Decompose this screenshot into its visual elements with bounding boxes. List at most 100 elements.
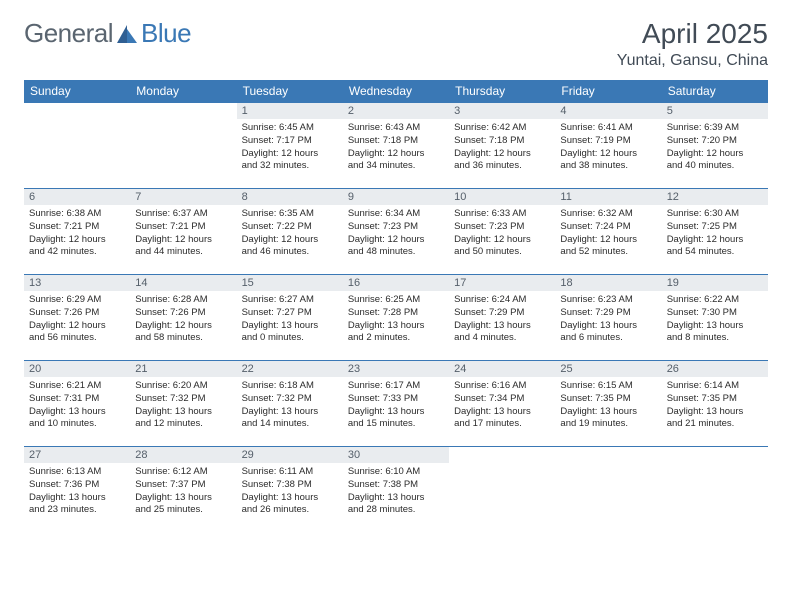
calendar-row: 20Sunrise: 6:21 AMSunset: 7:31 PMDayligh…	[24, 361, 768, 447]
calendar-cell: 6Sunrise: 6:38 AMSunset: 7:21 PMDaylight…	[24, 189, 130, 275]
calendar-cell	[555, 447, 661, 533]
day-number: 1	[237, 103, 343, 119]
day-details: Sunrise: 6:41 AMSunset: 7:19 PMDaylight:…	[555, 119, 661, 177]
calendar-row: 6Sunrise: 6:38 AMSunset: 7:21 PMDaylight…	[24, 189, 768, 275]
day-details: Sunrise: 6:45 AMSunset: 7:17 PMDaylight:…	[237, 119, 343, 177]
day-details: Sunrise: 6:32 AMSunset: 7:24 PMDaylight:…	[555, 205, 661, 263]
day-details: Sunrise: 6:23 AMSunset: 7:29 PMDaylight:…	[555, 291, 661, 349]
day-details: Sunrise: 6:43 AMSunset: 7:18 PMDaylight:…	[343, 119, 449, 177]
calendar-cell: 29Sunrise: 6:11 AMSunset: 7:38 PMDayligh…	[237, 447, 343, 533]
day-header-row: SundayMondayTuesdayWednesdayThursdayFrid…	[24, 80, 768, 103]
day-header: Saturday	[662, 80, 768, 103]
day-number: 19	[662, 275, 768, 291]
day-number: 27	[24, 447, 130, 463]
day-number: 14	[130, 275, 236, 291]
day-number: 4	[555, 103, 661, 119]
day-number: 22	[237, 361, 343, 377]
calendar-body: 1Sunrise: 6:45 AMSunset: 7:17 PMDaylight…	[24, 103, 768, 533]
day-number: 21	[130, 361, 236, 377]
calendar-cell: 19Sunrise: 6:22 AMSunset: 7:30 PMDayligh…	[662, 275, 768, 361]
logo: General Blue	[24, 18, 191, 49]
day-number: 20	[24, 361, 130, 377]
day-number: 6	[24, 189, 130, 205]
day-header: Thursday	[449, 80, 555, 103]
day-details: Sunrise: 6:22 AMSunset: 7:30 PMDaylight:…	[662, 291, 768, 349]
day-number: 26	[662, 361, 768, 377]
day-details: Sunrise: 6:25 AMSunset: 7:28 PMDaylight:…	[343, 291, 449, 349]
calendar-cell	[24, 103, 130, 189]
calendar-cell: 20Sunrise: 6:21 AMSunset: 7:31 PMDayligh…	[24, 361, 130, 447]
calendar-cell: 9Sunrise: 6:34 AMSunset: 7:23 PMDaylight…	[343, 189, 449, 275]
calendar-cell: 30Sunrise: 6:10 AMSunset: 7:38 PMDayligh…	[343, 447, 449, 533]
calendar-cell: 4Sunrise: 6:41 AMSunset: 7:19 PMDaylight…	[555, 103, 661, 189]
day-details: Sunrise: 6:37 AMSunset: 7:21 PMDaylight:…	[130, 205, 236, 263]
calendar-table: SundayMondayTuesdayWednesdayThursdayFrid…	[24, 80, 768, 533]
calendar-cell: 27Sunrise: 6:13 AMSunset: 7:36 PMDayligh…	[24, 447, 130, 533]
title-block: April 2025 Yuntai, Gansu, China	[617, 18, 768, 70]
logo-text-blue: Blue	[141, 18, 191, 49]
day-number: 5	[662, 103, 768, 119]
day-details: Sunrise: 6:30 AMSunset: 7:25 PMDaylight:…	[662, 205, 768, 263]
calendar-cell: 23Sunrise: 6:17 AMSunset: 7:33 PMDayligh…	[343, 361, 449, 447]
logo-text-general: General	[24, 18, 113, 49]
day-number: 15	[237, 275, 343, 291]
page-title: April 2025	[617, 18, 768, 50]
calendar-cell	[449, 447, 555, 533]
day-details: Sunrise: 6:16 AMSunset: 7:34 PMDaylight:…	[449, 377, 555, 435]
day-number: 7	[130, 189, 236, 205]
day-number: 11	[555, 189, 661, 205]
day-details: Sunrise: 6:39 AMSunset: 7:20 PMDaylight:…	[662, 119, 768, 177]
day-header: Tuesday	[237, 80, 343, 103]
day-number: 24	[449, 361, 555, 377]
day-number: 23	[343, 361, 449, 377]
calendar-cell	[130, 103, 236, 189]
day-details: Sunrise: 6:29 AMSunset: 7:26 PMDaylight:…	[24, 291, 130, 349]
day-number: 28	[130, 447, 236, 463]
calendar-cell: 26Sunrise: 6:14 AMSunset: 7:35 PMDayligh…	[662, 361, 768, 447]
calendar-cell: 28Sunrise: 6:12 AMSunset: 7:37 PMDayligh…	[130, 447, 236, 533]
calendar-cell: 14Sunrise: 6:28 AMSunset: 7:26 PMDayligh…	[130, 275, 236, 361]
day-details: Sunrise: 6:24 AMSunset: 7:29 PMDaylight:…	[449, 291, 555, 349]
day-details: Sunrise: 6:34 AMSunset: 7:23 PMDaylight:…	[343, 205, 449, 263]
header: General Blue April 2025 Yuntai, Gansu, C…	[24, 18, 768, 70]
day-number: 2	[343, 103, 449, 119]
day-details: Sunrise: 6:28 AMSunset: 7:26 PMDaylight:…	[130, 291, 236, 349]
calendar-cell: 2Sunrise: 6:43 AMSunset: 7:18 PMDaylight…	[343, 103, 449, 189]
day-details: Sunrise: 6:38 AMSunset: 7:21 PMDaylight:…	[24, 205, 130, 263]
calendar-row: 1Sunrise: 6:45 AMSunset: 7:17 PMDaylight…	[24, 103, 768, 189]
calendar-cell: 16Sunrise: 6:25 AMSunset: 7:28 PMDayligh…	[343, 275, 449, 361]
day-number: 8	[237, 189, 343, 205]
day-number: 16	[343, 275, 449, 291]
calendar-cell	[662, 447, 768, 533]
day-header: Monday	[130, 80, 236, 103]
day-details: Sunrise: 6:11 AMSunset: 7:38 PMDaylight:…	[237, 463, 343, 521]
day-details: Sunrise: 6:15 AMSunset: 7:35 PMDaylight:…	[555, 377, 661, 435]
day-details: Sunrise: 6:20 AMSunset: 7:32 PMDaylight:…	[130, 377, 236, 435]
day-header: Friday	[555, 80, 661, 103]
calendar-cell: 25Sunrise: 6:15 AMSunset: 7:35 PMDayligh…	[555, 361, 661, 447]
day-number: 12	[662, 189, 768, 205]
day-details: Sunrise: 6:18 AMSunset: 7:32 PMDaylight:…	[237, 377, 343, 435]
calendar-cell: 7Sunrise: 6:37 AMSunset: 7:21 PMDaylight…	[130, 189, 236, 275]
day-details: Sunrise: 6:17 AMSunset: 7:33 PMDaylight:…	[343, 377, 449, 435]
location-text: Yuntai, Gansu, China	[617, 52, 768, 70]
calendar-cell: 8Sunrise: 6:35 AMSunset: 7:22 PMDaylight…	[237, 189, 343, 275]
day-header: Sunday	[24, 80, 130, 103]
calendar-row: 13Sunrise: 6:29 AMSunset: 7:26 PMDayligh…	[24, 275, 768, 361]
day-number: 13	[24, 275, 130, 291]
calendar-cell: 5Sunrise: 6:39 AMSunset: 7:20 PMDaylight…	[662, 103, 768, 189]
day-details: Sunrise: 6:35 AMSunset: 7:22 PMDaylight:…	[237, 205, 343, 263]
logo-sail-icon	[115, 23, 139, 45]
day-details: Sunrise: 6:12 AMSunset: 7:37 PMDaylight:…	[130, 463, 236, 521]
calendar-cell: 21Sunrise: 6:20 AMSunset: 7:32 PMDayligh…	[130, 361, 236, 447]
day-details: Sunrise: 6:27 AMSunset: 7:27 PMDaylight:…	[237, 291, 343, 349]
calendar-cell: 12Sunrise: 6:30 AMSunset: 7:25 PMDayligh…	[662, 189, 768, 275]
day-details: Sunrise: 6:14 AMSunset: 7:35 PMDaylight:…	[662, 377, 768, 435]
day-number: 25	[555, 361, 661, 377]
calendar-cell: 1Sunrise: 6:45 AMSunset: 7:17 PMDaylight…	[237, 103, 343, 189]
day-header: Wednesday	[343, 80, 449, 103]
day-details: Sunrise: 6:42 AMSunset: 7:18 PMDaylight:…	[449, 119, 555, 177]
calendar-cell: 3Sunrise: 6:42 AMSunset: 7:18 PMDaylight…	[449, 103, 555, 189]
calendar-cell: 24Sunrise: 6:16 AMSunset: 7:34 PMDayligh…	[449, 361, 555, 447]
calendar-cell: 10Sunrise: 6:33 AMSunset: 7:23 PMDayligh…	[449, 189, 555, 275]
